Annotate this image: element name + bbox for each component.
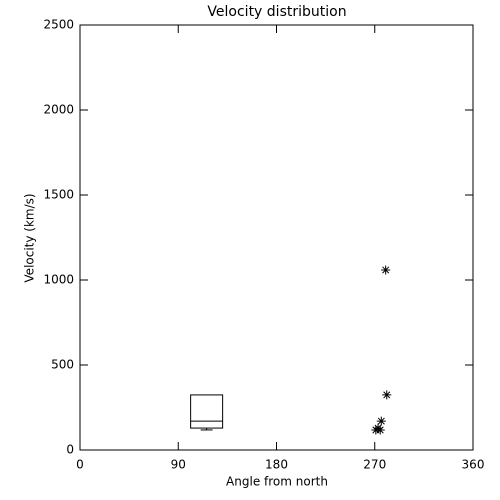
asterisk-marker [381, 265, 391, 275]
chart-title: Velocity distribution [207, 4, 346, 20]
y-tick-label: 0 [66, 443, 74, 457]
x-tick-label: 270 [363, 458, 386, 472]
plot-frame [79, 24, 474, 451]
x-axis-label: Angle from north [226, 475, 328, 489]
y-tick-label: 2500 [43, 18, 74, 32]
y-tick-label: 1500 [43, 188, 74, 202]
y-tick-label: 500 [51, 358, 74, 372]
x-tick-label: 0 [76, 458, 84, 472]
y-axis-label: Velocity (km/s) [23, 193, 37, 282]
asterisk-marker [375, 425, 385, 435]
asterisk-marker [382, 390, 392, 400]
x-tick-label: 180 [265, 458, 288, 472]
x-tick-label: 360 [462, 458, 485, 472]
y-tick-label: 2000 [43, 103, 74, 117]
box-body [190, 394, 224, 429]
x-tick-label: 90 [171, 458, 186, 472]
y-tick-label: 1000 [43, 273, 74, 287]
asterisk-marker [376, 416, 386, 426]
